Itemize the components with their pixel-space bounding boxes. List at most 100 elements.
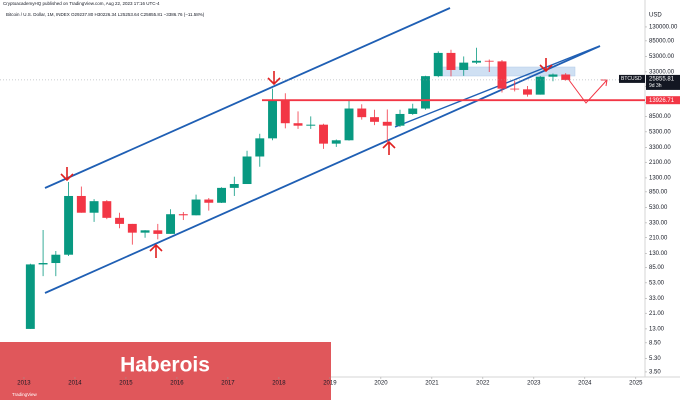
y-tick-label: 5.30	[649, 356, 661, 362]
y-tick-label: 85.00	[649, 265, 665, 271]
trendline	[394, 46, 598, 128]
candle-body	[255, 138, 265, 157]
y-tick-label: 330.00	[649, 220, 668, 226]
y-tick-label: 5300.00	[649, 129, 671, 135]
candle-body	[370, 117, 379, 122]
candle-body	[421, 76, 430, 109]
candle-body	[166, 214, 176, 234]
x-tick-label: 2023	[527, 381, 541, 387]
x-tick-label: 2021	[425, 381, 439, 387]
candle-body	[140, 230, 150, 233]
candle-body	[217, 187, 227, 203]
candle-body	[382, 121, 392, 126]
y-tick-label: 530.00	[649, 205, 668, 211]
y-tick-label: 210.00	[649, 235, 668, 241]
y-tick-label: 2100.00	[649, 160, 671, 166]
y-tick-label: 3300.00	[649, 145, 671, 151]
y-tick-label: 130000.00	[649, 25, 678, 31]
candle-body	[115, 217, 125, 224]
symbol-tag-label: BTCUSD	[621, 76, 642, 82]
candle-body	[510, 88, 520, 90]
x-tick-label: 2014	[68, 381, 82, 387]
x-tick-label: 2020	[374, 381, 388, 387]
channel-lower	[44, 45, 601, 294]
x-tick-label: 2016	[170, 381, 184, 387]
candle-body	[242, 156, 252, 185]
candle-body	[280, 100, 290, 124]
y-tick-label: 53.00	[649, 280, 665, 286]
arrows	[60, 58, 553, 258]
level-tag	[646, 96, 680, 105]
y-tick-label: 21.00	[649, 311, 665, 317]
candle-body	[25, 264, 35, 329]
x-tick-label: 2024	[578, 381, 592, 387]
candle-body	[89, 201, 99, 213]
y-tick-label: 33.00	[649, 296, 665, 302]
arrow-up	[382, 140, 396, 155]
legend-text: Bitcoin / U.S. Dollar, 1M, INDEX O29237.…	[6, 12, 205, 17]
x-tick-label: 2015	[119, 381, 133, 387]
candle-body	[497, 61, 507, 89]
arrow-down	[60, 167, 74, 182]
symbol-tag	[619, 74, 645, 83]
candle-body	[51, 254, 61, 264]
candle-body	[64, 195, 74, 255]
candle-body	[561, 74, 571, 80]
price-tag	[646, 74, 680, 90]
candle-body	[446, 52, 456, 70]
y-tick-label: 13.00	[649, 326, 665, 332]
banner-text: Haberois	[120, 354, 210, 377]
plot	[25, 47, 571, 329]
candle-body	[229, 184, 239, 188]
candle-body	[548, 74, 558, 77]
candle-body	[319, 124, 328, 144]
candle-body	[293, 123, 303, 126]
candle-body	[344, 108, 354, 141]
x-tick-label: 2022	[476, 381, 490, 387]
countdown: 9d 3h	[649, 83, 662, 89]
arrow-down	[539, 58, 553, 73]
candle-body	[408, 108, 418, 114]
author-line: CryptoacademyHQ published on TradingView…	[3, 1, 160, 6]
y-tick-label: 1300.00	[649, 176, 671, 182]
candle-body	[76, 195, 86, 213]
candle-body	[523, 89, 532, 95]
candle-body	[459, 62, 469, 70]
candle-body	[127, 223, 137, 233]
y-tick-label: 33000.00	[649, 69, 675, 75]
candle-body	[178, 214, 188, 216]
candle-body	[191, 199, 201, 216]
x-tick-label: 2018	[272, 381, 286, 387]
candle-body	[102, 201, 112, 218]
candle-body	[535, 76, 545, 95]
candle-body	[484, 60, 494, 62]
y-tick-label: 85000.00	[649, 38, 675, 44]
candle-body	[153, 230, 163, 234]
candle-body	[433, 52, 443, 77]
candle-body	[204, 199, 214, 203]
price-tag-label: 25855.81	[649, 76, 675, 82]
x-tick-label: 2025	[629, 381, 643, 387]
candle-body	[472, 60, 481, 63]
y-tick-label: 53000.00	[649, 54, 675, 60]
y-tick-label: 850.00	[649, 189, 668, 195]
x-tick-label: 2013	[17, 381, 31, 387]
candle-body	[357, 108, 367, 118]
y-tick-label: 130.00	[649, 251, 668, 257]
channel-upper	[44, 7, 451, 189]
y-tick-label: 3.50	[649, 370, 661, 376]
logo: TradingView	[12, 392, 38, 397]
x-tick-label: 2017	[221, 381, 235, 387]
currency: USD	[649, 13, 662, 19]
level-tag-label: 13926.71	[649, 98, 675, 104]
candle-body	[306, 124, 316, 126]
candle-body	[268, 100, 277, 139]
arrow-up	[149, 243, 163, 258]
y-tick-label: 8500.00	[649, 114, 671, 120]
candle-body	[395, 113, 405, 126]
candle-body	[38, 263, 48, 265]
banner	[0, 342, 331, 400]
